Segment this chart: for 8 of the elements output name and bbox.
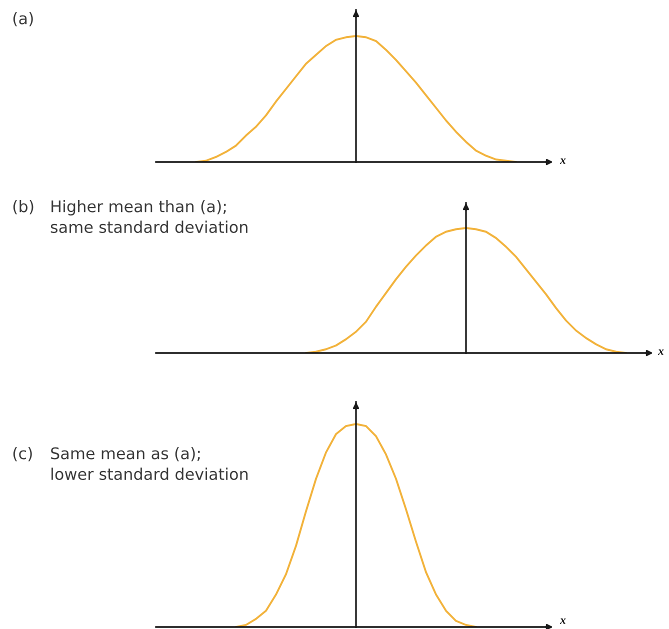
x-axis-title: x (560, 158, 566, 164)
chart-title: Higher mean than (a); same standard deviation (50, 200, 248, 234)
x-axis-title: x (560, 618, 566, 624)
x-axis-title: x (658, 349, 664, 355)
text: (c) (13, 447, 32, 462)
text: (b) (13, 200, 34, 214)
text: Same mean as (a); lower standard deviation (51, 447, 248, 480)
text: (a) (13, 12, 33, 26)
